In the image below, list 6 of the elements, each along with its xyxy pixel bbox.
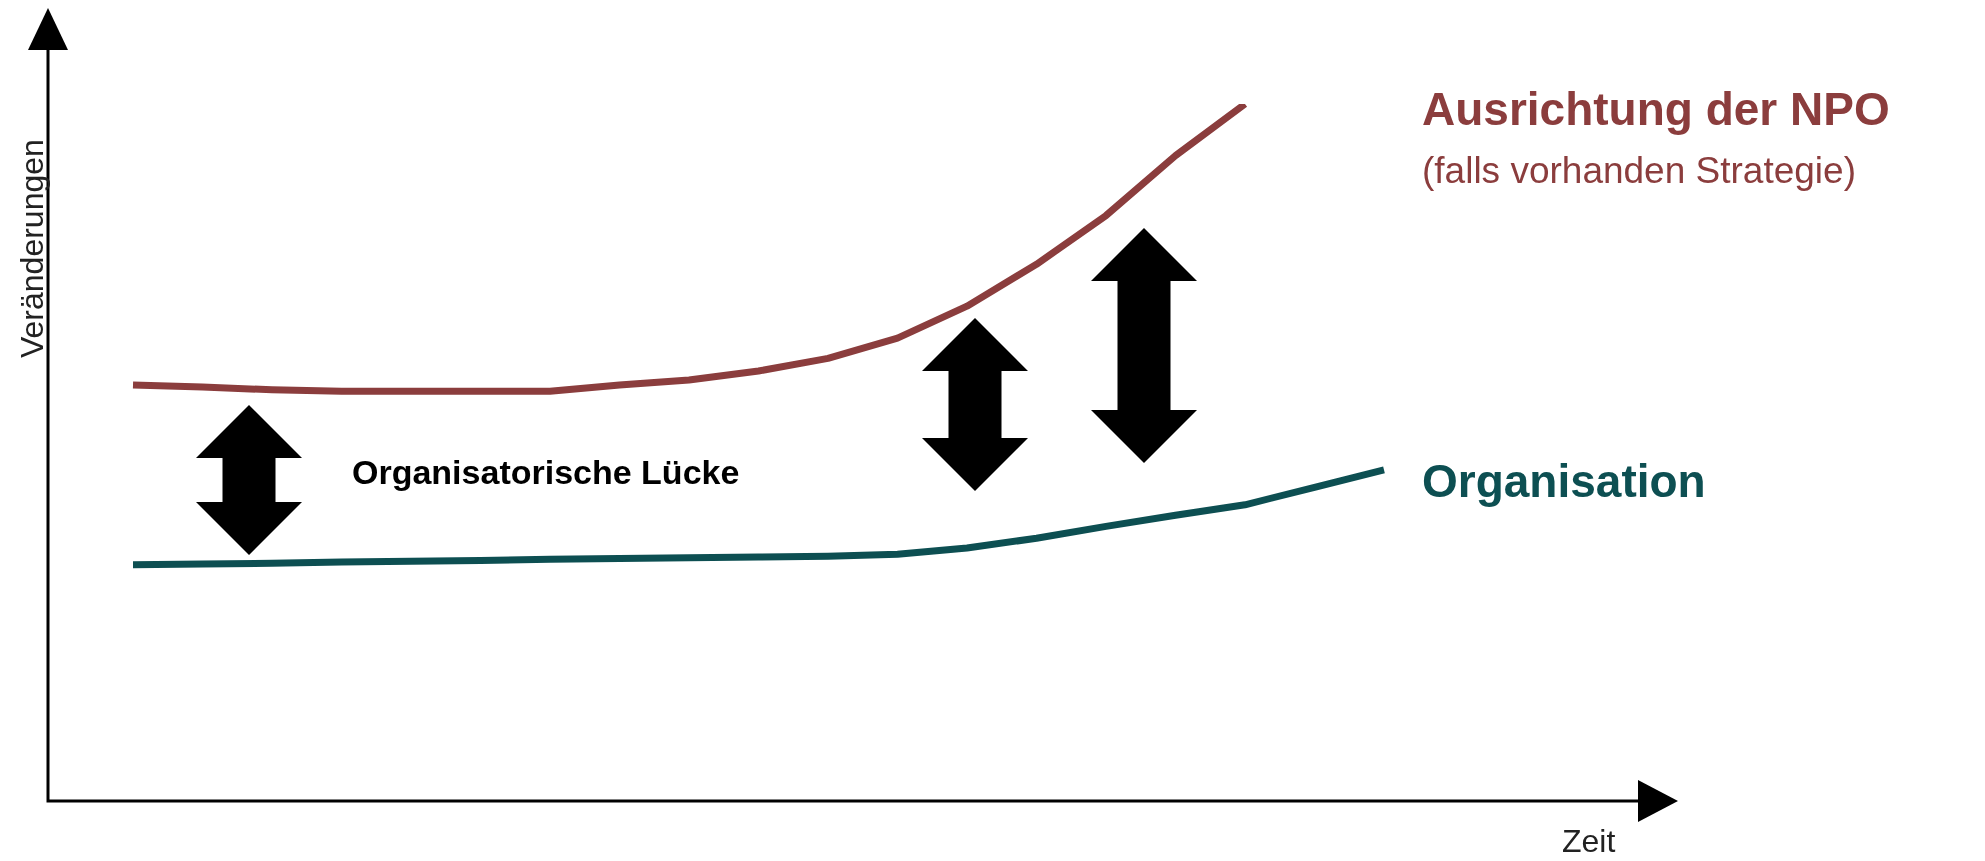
y-axis-title: Veränderungen xyxy=(14,139,50,358)
series-label: Organisation xyxy=(1422,455,1706,507)
annotation: Organisatorische Lücke xyxy=(352,453,740,491)
x-axis-title: Zeit xyxy=(1562,823,1616,859)
text: (falls vorhanden Strategie) xyxy=(1422,150,1856,191)
text: Ausrichtung der NPO xyxy=(1422,83,1890,135)
